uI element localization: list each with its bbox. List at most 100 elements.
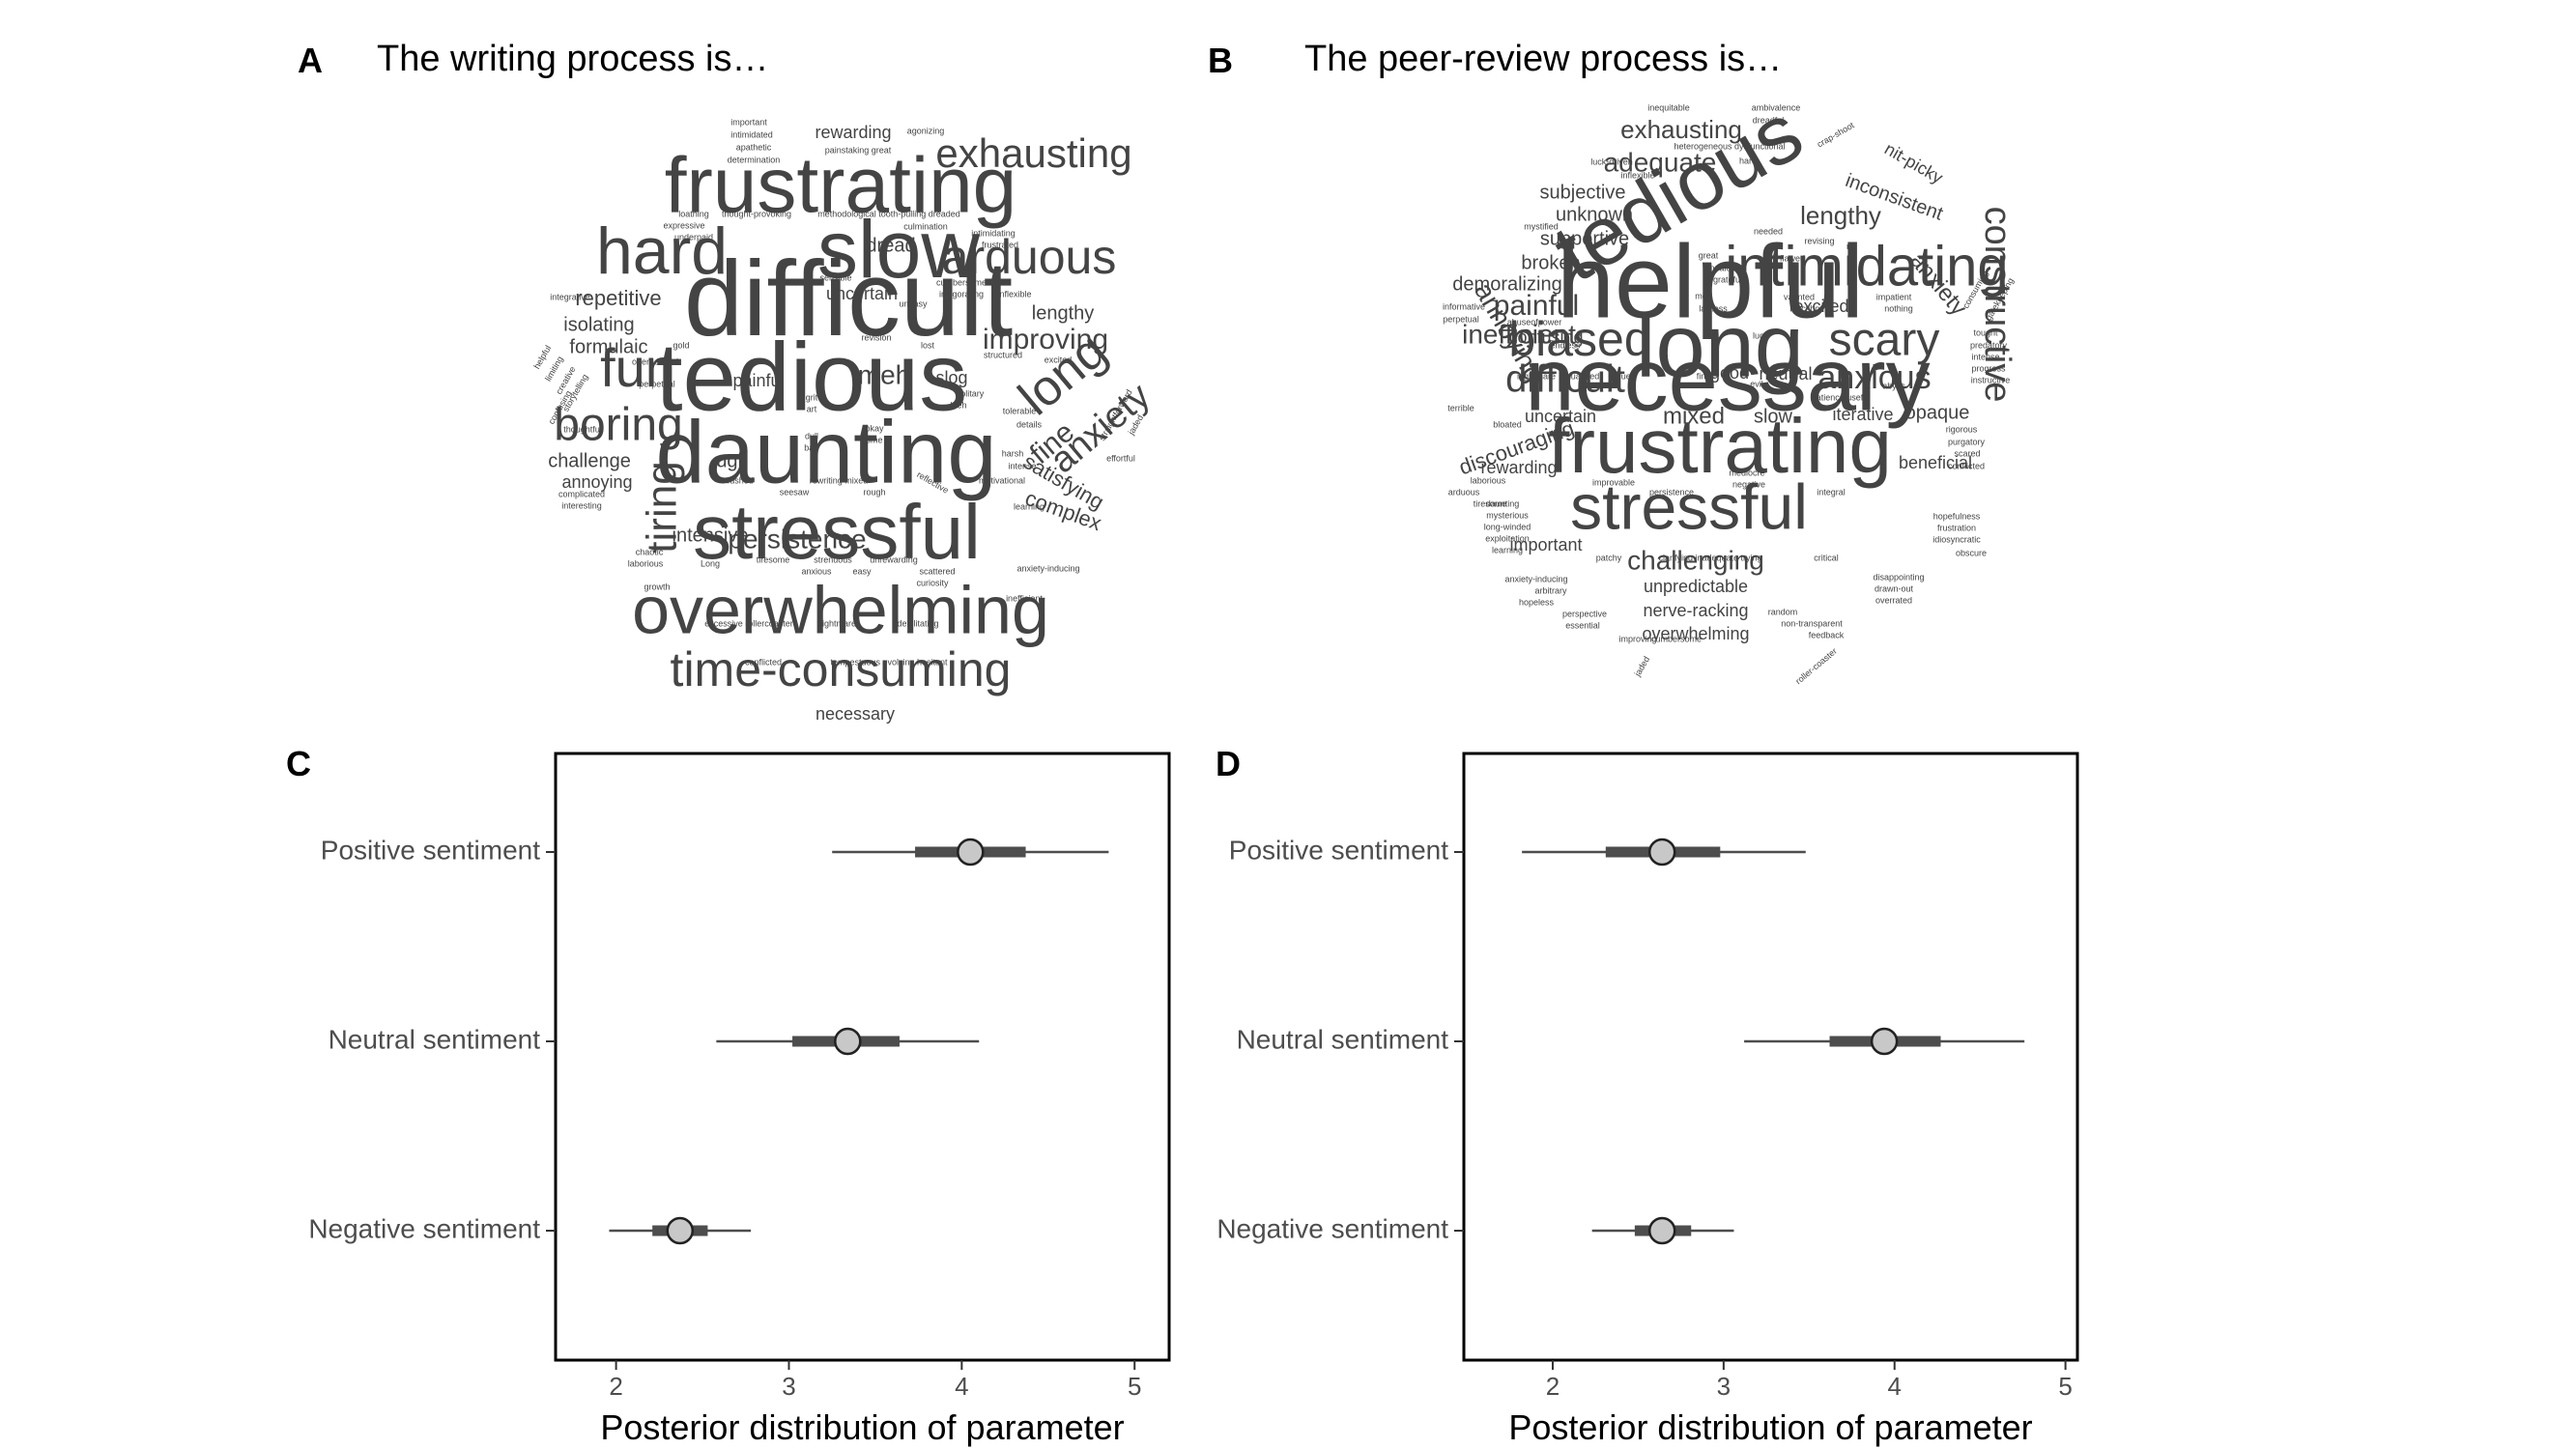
- writing-word-excessive-rollercoaster: excessive rollercoaster: [704, 618, 793, 628]
- writing-word-intensive: intensive: [673, 525, 749, 546]
- review-word-nightmare: nightmare: [1517, 371, 1556, 381]
- review-word-slow: slow: [1754, 406, 1793, 427]
- review-word-supportive: supportive: [1540, 228, 1629, 249]
- review-word-hopefulness: hopefulness: [1933, 511, 1981, 521]
- review-word-negative: negative: [1732, 479, 1765, 489]
- review-word-inflexible: inflexible: [1620, 170, 1654, 180]
- review-word-anxious: anxious: [1818, 359, 1931, 396]
- writing-word-time-consuming: time-consuming: [671, 642, 1012, 696]
- writing-word-repetitive: repetitive: [575, 286, 661, 310]
- review-word-opaque: opaque: [1905, 402, 1970, 423]
- panel-c-x-tick-label: 4: [955, 1372, 968, 1401]
- review-word-vaunted: vaunted: [1784, 292, 1815, 301]
- panel-c-point-estimate: [957, 838, 985, 867]
- review-word-evil: evil: [1750, 379, 1763, 388]
- writing-word-invigorating: invigorating: [939, 289, 984, 298]
- writing-word-tolerable: tolerable: [1003, 406, 1037, 415]
- writing-word-perpetual: perpetual: [639, 379, 675, 388]
- writing-word-solitary: solitary: [957, 388, 985, 398]
- review-word-exhausting: exhausting: [1620, 115, 1742, 144]
- writing-word-fun: fun: [600, 337, 675, 398]
- review-word-meh: meh: [1695, 291, 1712, 300]
- review-word-nuanced: nuanced: [1566, 371, 1600, 381]
- review-word-informative: informative: [1443, 301, 1485, 311]
- review-word-instructive: instructive: [1971, 375, 2011, 384]
- writing-word-grit: grit: [806, 392, 818, 402]
- review-word-bloated: bloated: [1493, 419, 1522, 429]
- review-word-revising: revising: [1804, 236, 1834, 245]
- writing-word-anxious: anxious: [801, 566, 832, 576]
- writing-word-arduous: arduous: [942, 230, 1117, 284]
- writing-word-strenuous: strenuous: [814, 554, 852, 564]
- review-word-constructive: constructive: [1977, 207, 2018, 403]
- review-word-lengthy: lengthy: [1800, 201, 1881, 230]
- review-word-exploitation: exploitation: [1485, 533, 1530, 543]
- review-word-conflicted: conflicted: [1948, 461, 1985, 470]
- review-word-disappointing: disappointing: [1873, 572, 1924, 582]
- panel-d-plot-frame: [1462, 752, 2079, 1362]
- panel-letter-d: D: [1216, 744, 1241, 783]
- writing-word-seesaw: seesaw: [780, 487, 810, 497]
- review-word-drawn-out: drawn-out: [1875, 583, 1914, 593]
- review-word-unpredictable: unpredictable: [1644, 577, 1748, 596]
- writing-word-painstaking-great: painstaking great: [825, 145, 892, 155]
- review-word-hard: hard: [1739, 156, 1757, 165]
- panel-d-x-tick-label: 3: [1717, 1372, 1731, 1401]
- review-word-stressful: stressful: [1570, 470, 1808, 542]
- review-word-neutral: neutral: [1759, 364, 1812, 384]
- writing-word-boring: boring: [554, 400, 682, 451]
- review-word-great: great: [1699, 250, 1719, 260]
- review-word-arduous: arduous: [1448, 487, 1480, 497]
- review-word-inefficient: inefficient: [1462, 319, 1576, 349]
- writing-word-exhausting: exhausting: [935, 130, 1131, 176]
- writing-word-lost: lost: [921, 340, 935, 350]
- writing-word-structured: structured: [984, 350, 1022, 359]
- writing-word-frustrated: frustrated: [982, 240, 1018, 249]
- review-word-difficult: difficult: [1505, 358, 1625, 401]
- writing-word-revision: revision: [861, 332, 891, 342]
- writing-word-growth: growth: [644, 582, 670, 591]
- writing-word-details: details: [1016, 419, 1043, 429]
- review-word-demoralizing: demoralizing: [1452, 273, 1561, 295]
- review-word-integral: integral: [1817, 487, 1846, 497]
- review-word-improving: improving: [1618, 634, 1656, 643]
- writing-word-difficult: difficult: [684, 240, 1013, 358]
- review-word-blackbox: blackbox: [1789, 303, 1824, 313]
- writing-word-improving: improving: [983, 324, 1108, 355]
- writing-word-rewriting-mixed: rewriting mixed: [810, 475, 869, 485]
- writing-word-effortful: effortful: [1106, 453, 1135, 463]
- review-word-frustrating: frustrating: [1548, 403, 1892, 489]
- writing-word-integrative: integrative: [550, 292, 590, 301]
- writing-word-complicated: complicated: [558, 489, 605, 498]
- writing-word-barf: barf: [804, 442, 819, 452]
- writing-word-tempestuous-evolving-hesitant: tempestuous evolving hesitant: [830, 657, 948, 667]
- review-word-uncertain: uncertain: [1525, 407, 1596, 426]
- writing-word-intimidating: intimidating: [971, 228, 1016, 238]
- writing-word-tiring: tiring: [639, 461, 686, 553]
- review-word-idiosyncratic: idiosyncratic: [1932, 534, 1981, 544]
- panel-c-point-estimate: [666, 1216, 695, 1245]
- writing-word-painful: painful: [732, 371, 784, 390]
- review-word-purgatory: purgatory: [1948, 437, 1986, 446]
- writing-word-thoughtful: thoughtful: [563, 424, 602, 434]
- panel-d-x-tick-label: 2: [1546, 1372, 1560, 1401]
- writing-word-rushed: rushed: [727, 475, 754, 485]
- review-word-necessary: necessary: [1525, 330, 1930, 429]
- writing-word-thought-provoking: thought-provoking: [722, 209, 791, 218]
- panel-title-a: The writing process is…: [377, 39, 769, 79]
- panel-c-x-tick-label: 2: [609, 1372, 622, 1401]
- review-word-daunting: daunting: [1486, 498, 1520, 508]
- review-word-subjective: subjective: [1540, 182, 1626, 203]
- review-word-tought: tought: [1973, 327, 1998, 337]
- review-word-crap-shoot: crap-shoot: [1816, 120, 1856, 149]
- panel-c-x-tick-label: 3: [782, 1372, 795, 1401]
- review-word-painful: painful: [1494, 290, 1579, 322]
- peer-review-word-cloud: helpfulnecessarylongtediousfrustratingst…: [1443, 87, 2018, 686]
- review-word-arbitrary: arbitrary: [1534, 585, 1567, 595]
- review-word-overwhelming: overwhelming: [1642, 624, 1749, 643]
- review-word-helpful: helpful: [1557, 223, 1864, 340]
- writing-word-interesting: interesting: [561, 500, 602, 510]
- writing-word-determination: determination: [728, 155, 781, 164]
- review-word-needed: needed: [1754, 226, 1783, 236]
- review-word-cruel: cruel: [1614, 371, 1633, 381]
